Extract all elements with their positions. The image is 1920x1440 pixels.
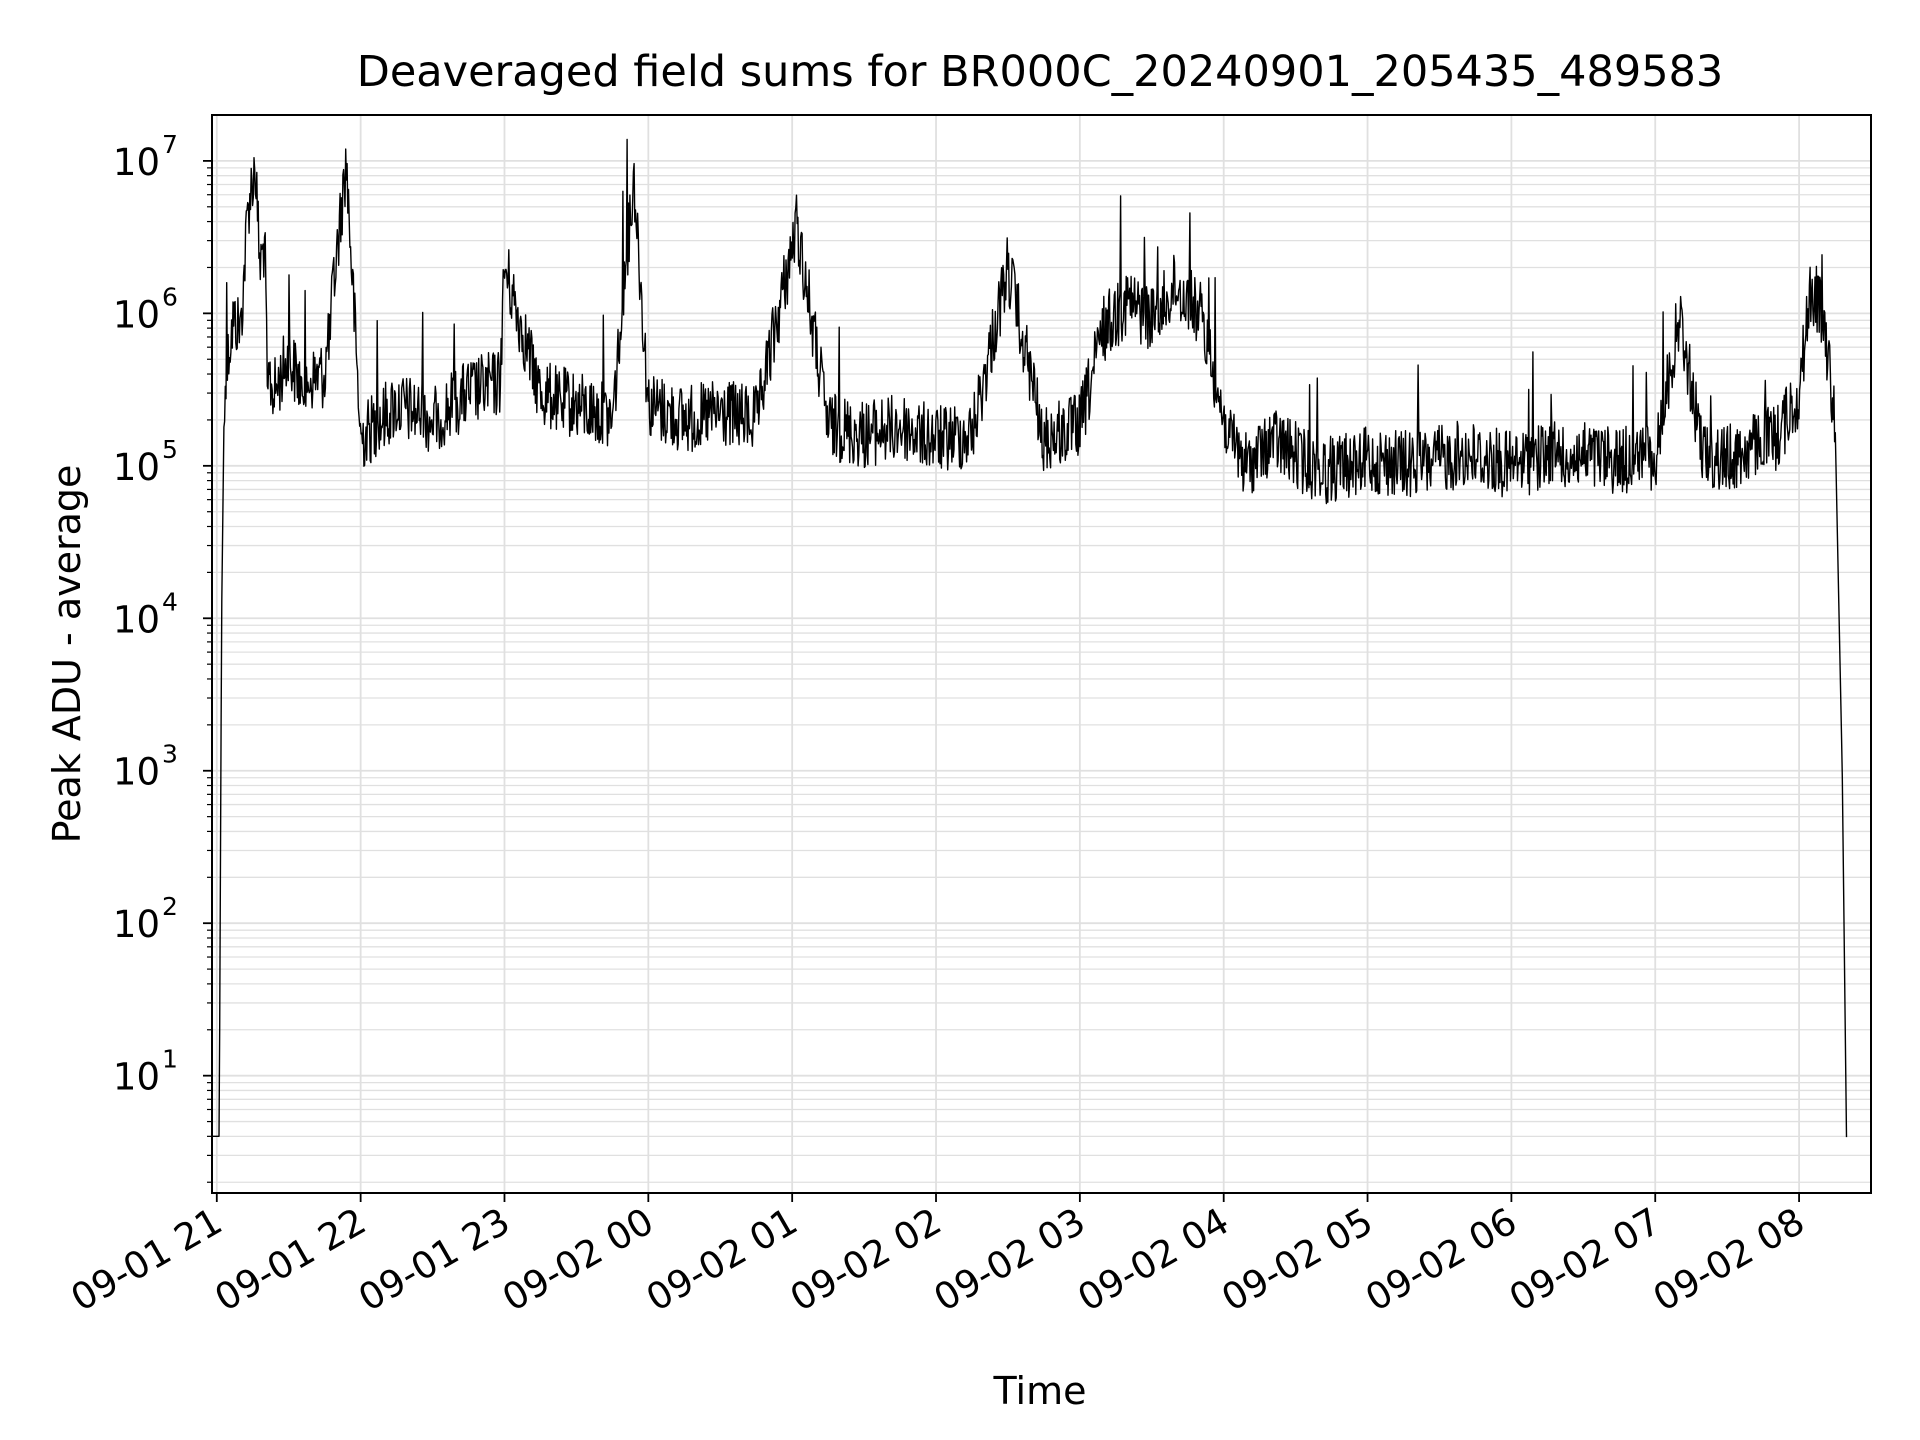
y-tick-exponent: 6: [162, 282, 178, 311]
x-axis-label: Time: [993, 1369, 1087, 1413]
x-tick-label: 09-02 02: [783, 1200, 949, 1320]
x-tick-label: 09-02 03: [927, 1200, 1093, 1320]
x-tick-label: 09-02 07: [1502, 1200, 1668, 1320]
x-tick-label: 09-02 01: [639, 1200, 805, 1320]
grid: [212, 115, 1871, 1193]
x-tick-label: 09-01 22: [208, 1200, 374, 1320]
x-tick-label: 09-02 05: [1214, 1200, 1380, 1320]
x-tick-label: 09-02 06: [1358, 1200, 1524, 1320]
y-tick-exponent: 7: [162, 130, 178, 159]
y-axis-label: Peak ADU - average: [45, 465, 89, 844]
x-tick-label: 09-02 04: [1071, 1200, 1237, 1320]
y-tick-exponent: 2: [162, 892, 178, 921]
y-tick-exponent: 4: [162, 587, 178, 616]
y-tick-exponent: 5: [162, 435, 178, 464]
plot-frame: [211, 114, 1872, 1194]
y-tick-label: 10: [113, 293, 160, 336]
series-line: [212, 138, 1848, 1138]
y-tick-exponent: 3: [162, 740, 178, 769]
y-tick-label: 10: [113, 141, 160, 184]
x-tick-label: 09-02 00: [495, 1200, 661, 1320]
y-tick-label: 10: [113, 751, 160, 794]
y-tick-label: 10: [113, 598, 160, 641]
x-tick-label: 09-02 08: [1646, 1200, 1812, 1320]
y-tick-exponent: 1: [162, 1045, 178, 1074]
y-tick-label: 10: [113, 446, 160, 489]
y-tick-label: 10: [113, 1056, 160, 1099]
y-tick-label: 10: [113, 903, 160, 946]
chart-title: Deaveraged field sums for BR000C_2024090…: [357, 47, 1724, 97]
x-tick-label: 09-01 21: [64, 1200, 230, 1320]
x-tick-label: 09-01 23: [351, 1200, 517, 1320]
